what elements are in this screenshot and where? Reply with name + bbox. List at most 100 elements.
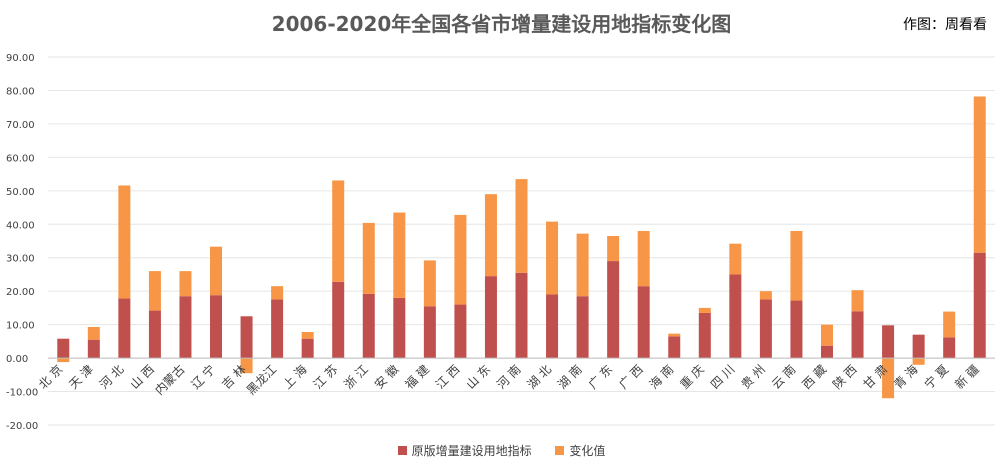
y-tick-label: 40.00 — [6, 220, 35, 231]
bar-change — [87, 326, 100, 340]
bar-change — [301, 331, 314, 339]
bar-base — [943, 337, 956, 359]
x-tick-label: 江 西 — [433, 362, 463, 392]
bar-base — [820, 345, 833, 359]
legend-item-change: 变化值 — [555, 442, 605, 459]
bar-change — [148, 271, 161, 311]
bar-base — [87, 339, 100, 359]
x-tick-label: 云 南 — [768, 362, 798, 392]
bar-base — [637, 286, 650, 359]
legend-label-base: 原版增量建设用地指标 — [411, 444, 532, 458]
bar-change — [423, 260, 436, 307]
bar-change — [393, 212, 406, 298]
x-tick-label: 宁 夏 — [921, 362, 951, 392]
bar-base — [148, 310, 161, 359]
y-tick-label: 30.00 — [6, 254, 35, 265]
y-tick-label: 0.00 — [6, 354, 28, 365]
legend-swatch-change — [555, 446, 565, 455]
legend-swatch-base — [397, 446, 407, 455]
bar-base — [118, 298, 131, 359]
bar-base — [759, 299, 772, 359]
x-tick-label: 海 南 — [646, 362, 676, 392]
bar-base — [668, 336, 681, 359]
bar-change — [240, 358, 253, 374]
y-tick-label: 20.00 — [6, 287, 35, 298]
y-tick-label: 90.00 — [6, 53, 35, 64]
bar-base — [729, 274, 742, 359]
x-tick-label: 浙 江 — [341, 362, 371, 392]
bar-change — [790, 230, 803, 301]
bar-base — [607, 261, 620, 359]
bar-change — [118, 185, 131, 299]
x-tick-label: 重 庆 — [677, 362, 707, 392]
chart-title: 2006-2020年全国各省市增量建设用地指标变化图 — [271, 12, 732, 36]
bar-change — [882, 358, 895, 399]
bar-base — [332, 281, 345, 359]
x-tick-label: 内蒙古 — [152, 362, 188, 398]
x-tick-label: 北 京 — [36, 362, 66, 392]
bar-base — [179, 296, 192, 359]
y-tick-label: -10.00 — [6, 388, 38, 399]
y-tick-label: 70.00 — [6, 120, 35, 131]
x-tick-label: 陕 西 — [829, 362, 859, 392]
bar-base — [576, 296, 589, 359]
legend: 原版增量建设用地指标 变化值 — [0, 442, 1003, 459]
bar-change — [454, 214, 467, 305]
x-tick-label: 福 建 — [402, 362, 432, 392]
bar-base — [57, 338, 70, 359]
bar-change — [851, 290, 864, 312]
bar-change — [484, 194, 497, 277]
bar-base — [454, 304, 467, 359]
bar-base — [423, 306, 436, 359]
y-tick-label: -20.00 — [6, 421, 38, 432]
bar-base — [851, 311, 864, 359]
bar-change — [179, 271, 192, 297]
x-tick-label: 湖 北 — [524, 362, 554, 392]
x-tick-label: 湖 南 — [554, 362, 584, 392]
x-tick-label: 青 海 — [890, 362, 920, 392]
legend-item-base: 原版增量建设用地指标 — [397, 442, 532, 459]
bar-base — [393, 297, 406, 359]
x-tick-label: 上 海 — [279, 362, 309, 392]
bar-change — [362, 222, 375, 294]
bar-base — [240, 316, 253, 359]
bar-change — [576, 233, 589, 297]
x-tick-label: 广 西 — [616, 362, 646, 392]
bar-base — [301, 338, 314, 359]
bar-base — [973, 252, 986, 359]
bar-change — [332, 180, 345, 282]
bar-change — [271, 286, 284, 300]
x-tick-label: 广 东 — [586, 362, 616, 392]
x-tick-label: 西 藏 — [800, 362, 830, 392]
x-tick-label: 山 东 — [463, 362, 493, 392]
bar-base — [362, 293, 375, 359]
legend-label-change: 变化值 — [569, 444, 606, 458]
y-tick-label: 80.00 — [6, 86, 35, 97]
bar-change — [759, 291, 772, 300]
bar-change — [668, 333, 681, 337]
bar-base — [484, 276, 497, 359]
author-note: 作图：周看看 — [903, 17, 987, 33]
x-tick-label: 安 徽 — [371, 362, 401, 392]
y-tick-label: 50.00 — [6, 187, 35, 198]
y-tick-label: 10.00 — [6, 321, 35, 332]
bar-base — [790, 300, 803, 359]
bar-base — [546, 294, 559, 359]
bar-change — [210, 246, 223, 296]
bar-change — [57, 358, 70, 363]
bar-base — [882, 325, 895, 359]
bar-change — [698, 307, 711, 313]
bar-change — [546, 221, 559, 295]
bar-change — [943, 311, 956, 338]
bar-change — [912, 358, 925, 365]
x-tick-label: 天 津 — [66, 362, 96, 392]
x-tick-label: 江 苏 — [311, 362, 341, 392]
bar-base — [912, 334, 925, 359]
bar-change — [729, 243, 742, 275]
bar-base — [515, 272, 528, 359]
bar-change — [607, 235, 620, 262]
x-tick-label: 四 川 — [708, 362, 738, 392]
bar-change — [515, 179, 528, 273]
